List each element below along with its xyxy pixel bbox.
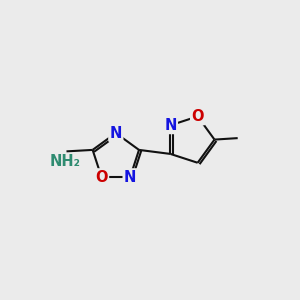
Text: N: N: [110, 126, 122, 141]
Text: N: N: [124, 169, 136, 184]
Text: N: N: [164, 118, 177, 133]
Text: O: O: [95, 169, 108, 184]
Text: NH₂: NH₂: [50, 154, 80, 169]
Text: O: O: [191, 109, 204, 124]
